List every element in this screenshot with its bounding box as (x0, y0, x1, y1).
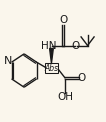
Text: O: O (59, 15, 67, 25)
Text: N: N (4, 56, 12, 66)
Text: Abs: Abs (44, 64, 59, 73)
Text: O: O (72, 41, 80, 51)
Text: OH: OH (57, 92, 73, 102)
Text: HN: HN (41, 41, 57, 51)
FancyBboxPatch shape (45, 63, 58, 73)
Polygon shape (50, 48, 53, 63)
Text: O: O (78, 73, 86, 83)
